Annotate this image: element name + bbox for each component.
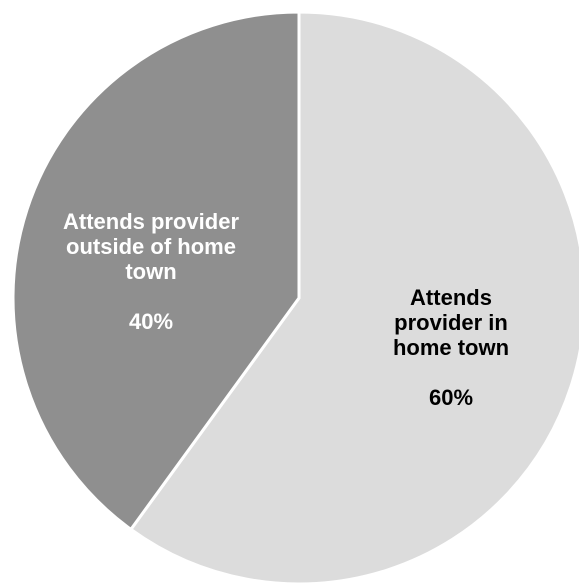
slice-label-outside-home-town: Attends provider outside of home town 40… [26, 184, 276, 334]
slice-category-outside-home-town: Attends provider outside of home town [62, 209, 240, 284]
pie-slice-outside-home-town [11, 10, 301, 532]
pie-slice-home-town [128, 10, 579, 586]
slice-percent-home-town: 60% [428, 385, 474, 410]
slice-category-home-town: Attends provider in home town [392, 285, 510, 360]
slice-label-home-town: Attends provider in home town 60% [368, 260, 534, 410]
slice-percent-outside-home-town: 40% [128, 309, 174, 334]
